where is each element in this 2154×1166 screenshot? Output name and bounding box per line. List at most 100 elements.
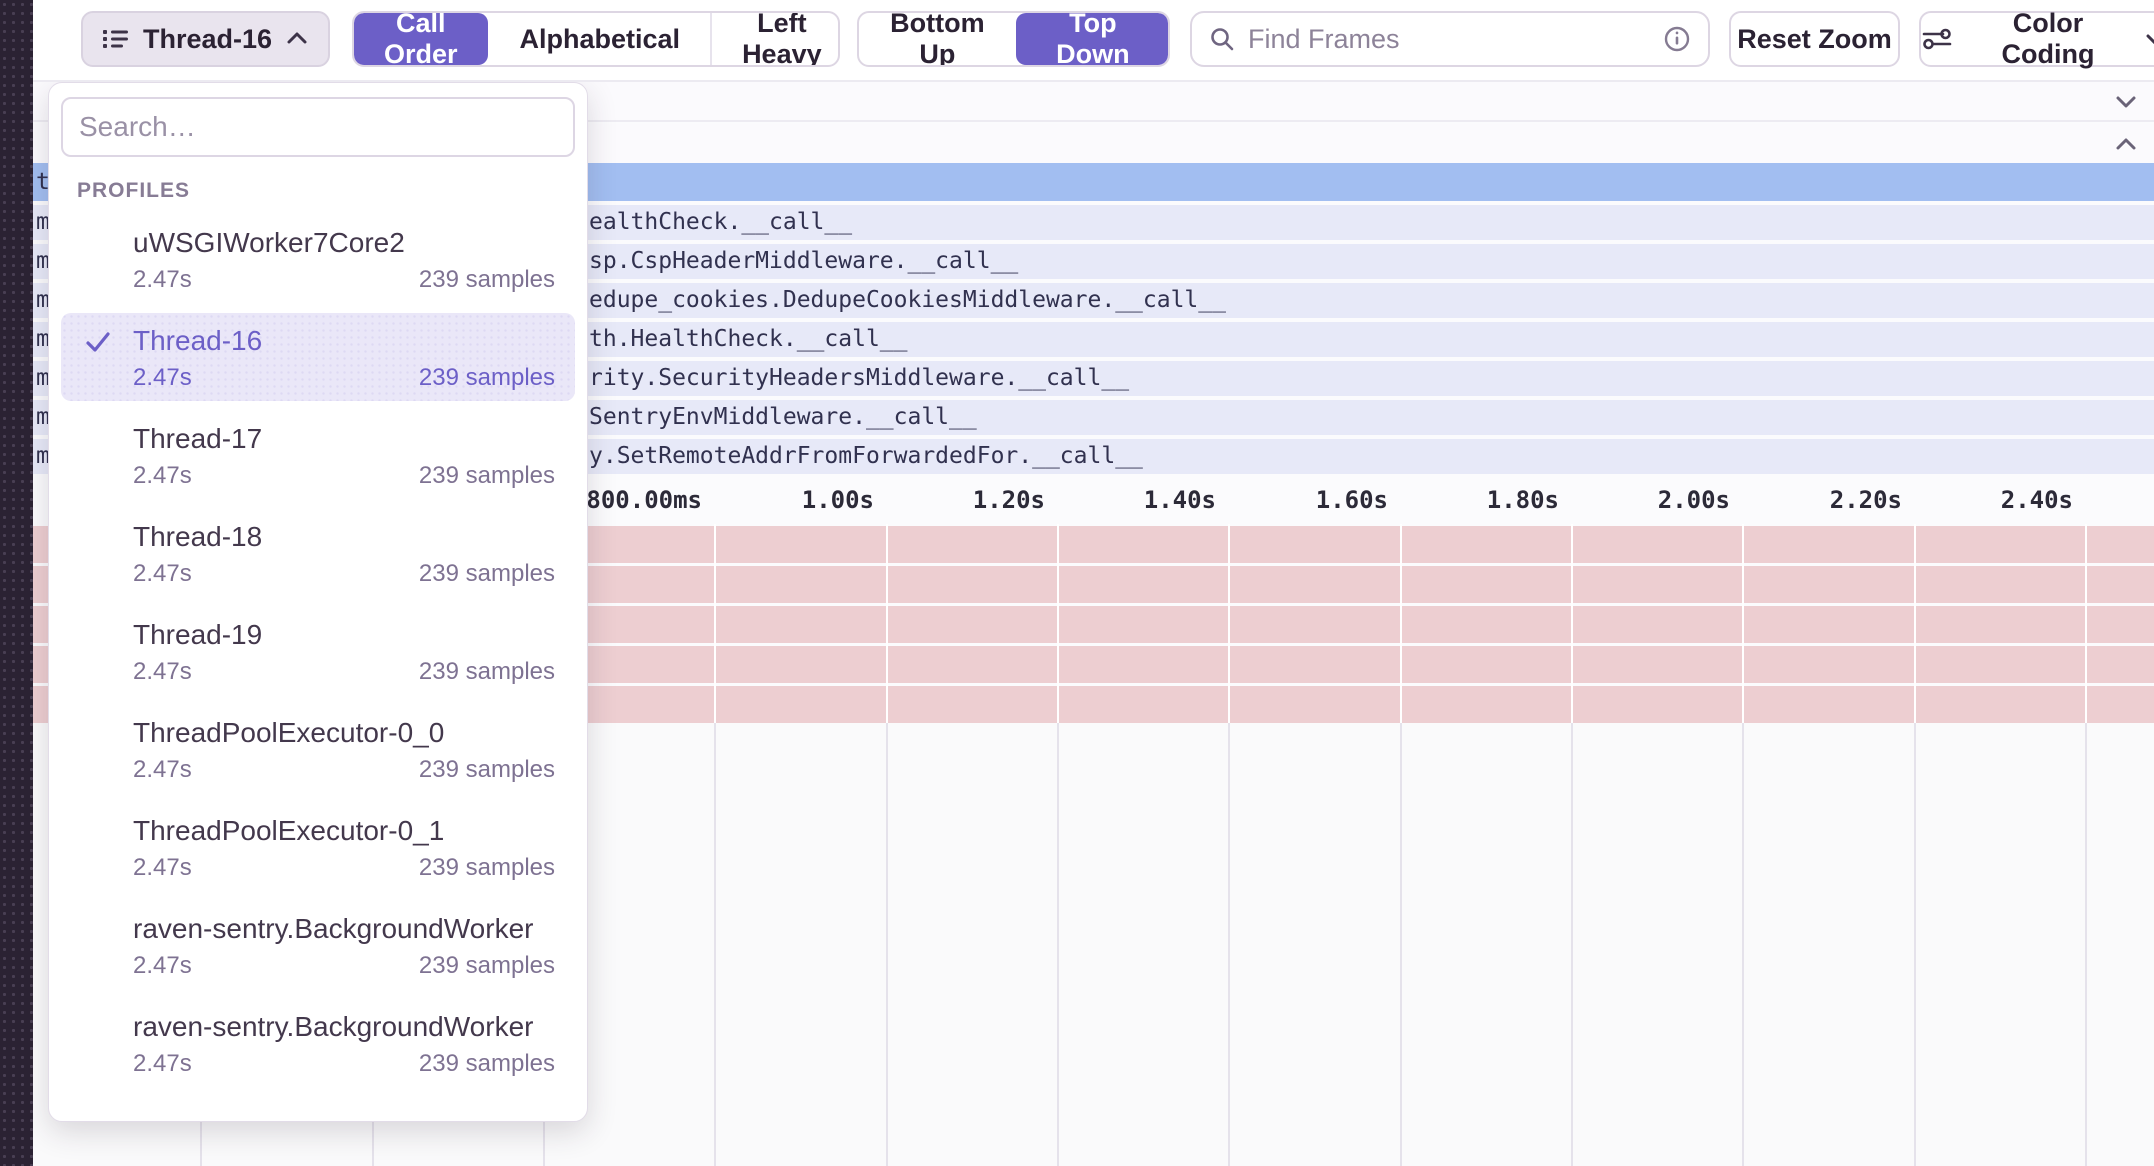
profile-list-item[interactable]: uWSGIWorker7Core2 2.47s 239 samples [61,215,575,303]
profile-name: Thread-17 [133,423,263,454]
sliders-icon [1921,25,1953,53]
gridline [1057,723,1059,1166]
profile-duration: 2.47s [133,1050,192,1077]
check-icon [83,327,113,357]
frame-function-name: sp.CspHeaderMiddleware.__call__ [589,248,1019,274]
frame-text-sliver: m [36,443,50,469]
gridline [714,723,716,1166]
segment-option-left-heavy[interactable]: Left Heavy [710,13,838,65]
profile-name: Thread-19 [133,619,263,650]
gridline [1914,723,1916,1166]
frame-text-sliver: t [36,169,50,195]
toolbar: Thread-16 Call Order Alphabetical Left Hea… [33,0,2154,82]
profile-sample-count: 239 samples [418,560,555,587]
profile-list-item[interactable]: raven-sentry.BackgroundWorker 2.47s 239 … [61,901,575,989]
frame-function-name: SentryEnvMiddleware.__call__ [589,404,977,430]
profile-sample-count: 239 samples [418,854,555,881]
search-icon [1208,25,1236,53]
frame-function-name: y.SetRemoteAddrFromForwardedFor.__call__ [589,443,1143,469]
gridline [2085,723,2087,1166]
dropdown-search-input[interactable] [79,111,557,143]
profile-name: Thread-18 [133,521,263,552]
gridline [1742,723,1744,1166]
info-icon[interactable] [1662,24,1692,54]
axis-tick-label: 2.40s [2000,486,2073,514]
thread-list-icon [101,25,131,53]
profile-name: ThreadPoolExecutor-0_1 [133,815,445,846]
profiles-section-label: PROFILES [77,179,191,202]
profile-duration: 2.47s [133,462,192,489]
frame-text-sliver: m [36,326,50,352]
color-coding-label: Color Coding [2001,8,2095,69]
find-frames-field [1190,11,1710,67]
frame-text-sliver: m [36,365,50,391]
reset-zoom-label: Reset Zoom [1737,23,1892,54]
segment-option-bottom-up[interactable]: Bottom Up [859,13,1016,65]
dropdown-search-field [61,97,575,157]
axis-tick-label: 1.80s [1486,486,1559,514]
chevron-up-icon [284,29,310,49]
expand-panel-chevron-up-icon[interactable] [2112,132,2140,156]
frame-function-name: ealthCheck.__call__ [589,209,853,235]
segment-option-alphabetical[interactable]: Alphabetical [488,13,711,65]
app-sidebar [0,0,33,1166]
direction-segmented-control: Bottom Up Top Down [857,11,1170,67]
profile-list-item[interactable]: ThreadPoolExecutor-0_1 2.47s 239 samples [61,803,575,891]
axis-tick-label: 1.00s [801,486,874,514]
axis-tick-label: 800.00ms [586,486,702,514]
profile-name: ThreadPoolExecutor-0_0 [133,717,445,748]
frame-function-name: th.HealthCheck.__call__ [589,326,908,352]
gridline [1571,723,1573,1166]
profile-sample-count: 239 samples [418,364,555,391]
profile-list-item[interactable]: raven-sentry.BackgroundWorker 2.47s 239 … [61,999,575,1087]
frame-text-sliver: m [36,248,50,274]
profile-duration: 2.47s [133,952,192,979]
color-coding-button[interactable]: Color Coding [1919,8,2154,69]
axis-tick-label: 2.20s [1829,486,1902,514]
profile-list-item[interactable]: Thread-17 2.47s 239 samples [61,411,575,499]
segment-option-call-order[interactable]: Call Order [354,13,488,65]
profile-duration: 2.47s [133,364,192,391]
profile-sample-count: 239 samples [418,462,555,489]
profile-name: raven-sentry.BackgroundWorker [133,913,534,944]
gridline [1400,723,1402,1166]
profile-sample-count: 239 samples [418,952,555,979]
profile-duration: 2.47s [133,658,192,685]
find-frames-input[interactable] [1248,23,1650,55]
profile-sample-count: 239 samples [418,266,555,293]
profiles-list: uWSGIWorker7Core2 2.47s 239 samples Thre… [49,215,587,1087]
profile-sample-count: 239 samples [418,756,555,783]
gridline [1228,723,1230,1166]
frame-text-sliver: m [36,404,50,430]
segment-option-top-down[interactable]: Top Down [1015,13,1168,65]
axis-tick-label: 2.00s [1657,486,1730,514]
profile-list-item[interactable]: Thread-18 2.47s 239 samples [61,509,575,597]
sort-mode-segmented-control: Call Order Alphabetical Left Heavy [352,11,840,67]
profile-duration: 2.47s [133,560,192,587]
axis-tick-label: 1.60s [1315,486,1388,514]
profile-list-item[interactable]: Thread-16 2.47s 239 samples [61,313,575,401]
profile-name: Thread-16 [133,325,263,356]
collapse-panel-chevron-down-icon[interactable] [2112,90,2140,114]
frame-function-name: edupe_cookies.DedupeCookiesMiddleware.__… [589,287,1226,313]
profile-name: uWSGIWorker7Core2 [133,227,405,258]
profile-duration: 2.47s [133,266,192,293]
reset-zoom-button[interactable]: Reset Zoom [1729,11,1900,67]
axis-tick-label: 1.20s [972,486,1045,514]
thread-selector-button[interactable]: Thread-16 [81,11,330,67]
profile-list-item[interactable]: ThreadPoolExecutor-0_0 2.47s 239 samples [61,705,575,793]
profile-list-item[interactable]: Thread-19 2.47s 239 samples [61,607,575,695]
frame-text-sliver: m [36,287,50,313]
chevron-down-icon [2143,29,2154,49]
profile-name: raven-sentry.BackgroundWorker [133,1011,534,1042]
profile-sample-count: 239 samples [418,1050,555,1077]
axis-tick-label: 1.40s [1143,486,1216,514]
profile-duration: 2.47s [133,756,192,783]
thread-selector-label: Thread-16 [142,23,273,54]
profile-sample-count: 239 samples [418,658,555,685]
gridline [886,723,888,1166]
profile-duration: 2.47s [133,854,192,881]
frame-text-sliver: m [36,209,50,235]
frame-function-name: rity.SecurityHeadersMiddleware.__call__ [589,365,1130,391]
